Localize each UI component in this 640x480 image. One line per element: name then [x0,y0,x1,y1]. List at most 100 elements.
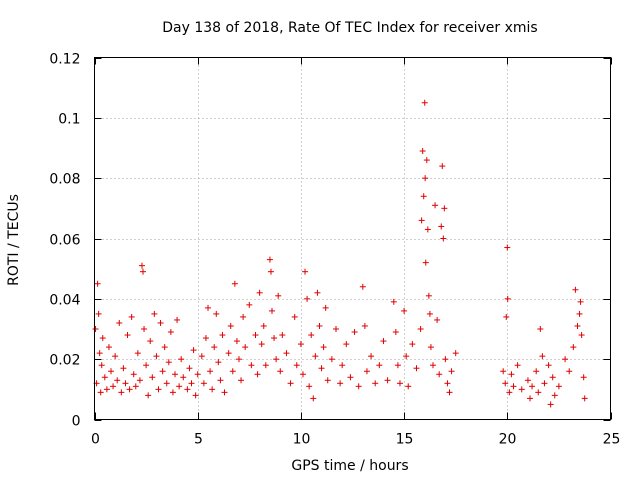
data-point [186,365,193,372]
data-point [549,374,556,381]
data-point [578,332,585,339]
data-point [188,380,195,387]
data-point [539,353,546,360]
x-axis-label: GPS time / hours [291,458,408,474]
chart-title: Day 138 of 2018, Rate Of TEC Index for r… [162,20,537,36]
data-point [147,338,154,345]
data-point [260,322,267,329]
data-point [271,335,278,342]
data-point [380,338,387,345]
data-point [108,368,115,375]
data-point [279,332,286,339]
data-point [198,353,205,360]
data-point [384,377,391,384]
data-point [572,286,579,293]
data-point [235,356,242,363]
data-point [151,310,158,317]
data-point [132,383,139,390]
data-point [441,205,448,212]
data-point [98,362,105,369]
data-point [422,259,429,266]
data-point [299,371,306,378]
data-point [140,268,147,275]
y-tick-label: 0.1 [58,112,80,128]
data-point [506,389,513,396]
data-point [555,383,562,390]
x-tick-label: 20 [499,432,517,448]
data-point [267,268,274,275]
data-point [376,362,383,369]
data-point [504,244,511,251]
data-point [372,380,379,387]
data-point [293,362,300,369]
data-points [92,99,588,408]
data-point [438,223,445,230]
data-point [145,392,152,399]
data-point [157,319,164,326]
data-point [287,380,294,387]
data-point [436,371,443,378]
data-point [432,202,439,209]
data-point [112,353,119,360]
data-point [328,356,335,363]
y-tick-labels: 0 0.02 0.04 0.06 0.08 0.1 0.12 [49,52,80,430]
data-point [248,362,255,369]
data-point [427,344,434,351]
data-point [421,99,428,106]
data-point [566,368,573,375]
data-point [444,380,451,387]
data-point [134,350,141,357]
data-point [347,374,354,381]
data-point [518,386,525,393]
data-point [446,389,453,396]
data-point [440,235,447,242]
data-point [266,256,273,263]
data-point [448,368,455,375]
data-point [252,332,259,339]
data-point [439,163,446,170]
data-point [116,319,123,326]
data-point [424,226,431,233]
data-point [409,341,416,348]
data-point [202,335,209,342]
data-point [128,313,135,320]
data-point [316,322,323,329]
data-point [130,371,137,378]
data-point [229,368,236,375]
data-point [105,344,112,351]
data-point [194,371,201,378]
data-point [581,395,588,402]
data-point [221,389,228,396]
data-point [262,362,269,369]
data-point [502,380,509,387]
data-point [192,392,199,399]
data-point [231,280,238,287]
data-point [363,368,370,375]
y-tick-label: 0.12 [49,52,80,68]
data-point [110,383,117,390]
data-point [95,310,102,317]
data-point [422,175,429,182]
data-point [99,335,106,342]
data-point [359,283,366,290]
data-point [503,313,510,320]
x-tick-label: 15 [396,432,414,448]
data-point [577,298,584,305]
data-point [184,386,191,393]
data-point [312,353,319,360]
data-point [227,322,234,329]
data-point [240,313,247,320]
data-point [574,322,581,329]
data-point [442,356,449,363]
data-point [504,295,511,302]
data-point [273,356,280,363]
data-point [535,389,542,396]
data-point [529,383,536,390]
data-point [291,313,298,320]
x-tick-label: 25 [603,432,621,448]
data-point [320,344,327,351]
data-point [190,347,197,354]
data-point [570,344,577,351]
data-point [576,310,583,317]
plot-frame [94,57,611,420]
